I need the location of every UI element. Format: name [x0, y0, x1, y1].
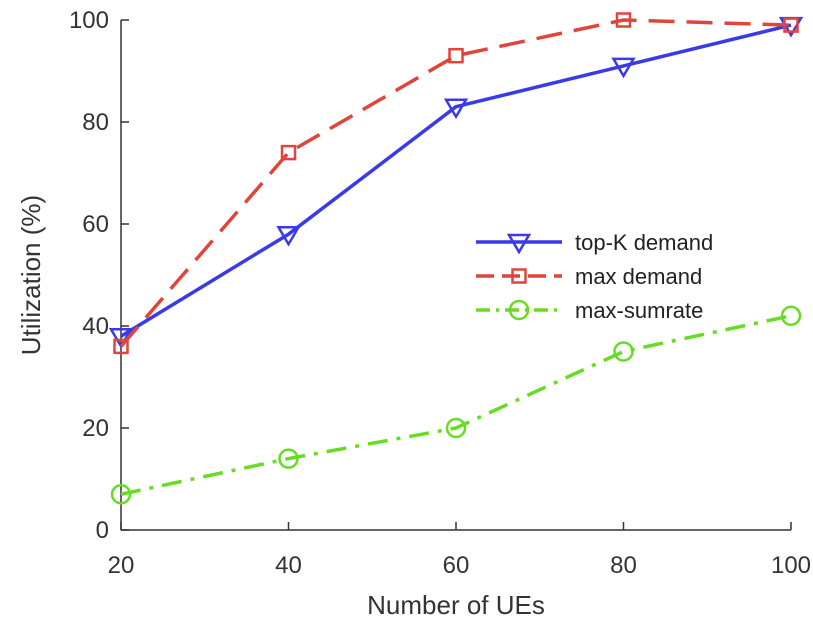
data-point: [783, 17, 799, 33]
legend-marker: [508, 299, 530, 321]
y-tick-label: 40: [82, 313, 109, 340]
legend-entry: max demand: [476, 264, 702, 289]
series-layer: [108, 12, 804, 505]
data-point: [280, 144, 297, 161]
legend-entry: max-sumrate: [476, 298, 703, 323]
x-tick-label: 80: [610, 552, 637, 579]
x-tick-label: 100: [771, 552, 811, 579]
series-line: [120, 314, 792, 497]
data-point: [443, 98, 469, 120]
legend-marker: [511, 268, 527, 284]
data-point: [278, 448, 299, 469]
series-line: [120, 23, 792, 338]
y-axis-label: Utilization (%): [16, 195, 46, 355]
y-tick-label: 60: [82, 211, 109, 238]
series-line: [119, 18, 792, 348]
data-point: [780, 305, 802, 327]
legend-marker: [506, 233, 532, 255]
data-point: [448, 47, 464, 64]
data-point: [110, 484, 132, 505]
y-tick-label: 20: [82, 415, 109, 442]
y-tick-label: 80: [82, 109, 109, 136]
series-1: [113, 12, 799, 355]
data-point: [613, 341, 634, 362]
data-point: [276, 225, 301, 247]
data-point: [611, 57, 636, 79]
legend-entry: top-K demand: [476, 230, 713, 255]
x-tick-label: 60: [443, 552, 470, 579]
data-point: [108, 327, 134, 349]
legend-label: top-K demand: [575, 230, 713, 255]
data-point: [113, 338, 129, 355]
legend-label: max-sumrate: [575, 298, 703, 323]
legend-label: max demand: [575, 264, 702, 289]
legend: top-K demand max demand max-sumrate: [476, 230, 713, 323]
series-0: [108, 16, 804, 349]
series-2: [110, 305, 802, 505]
data-point: [445, 417, 467, 439]
y-tick-label: 100: [69, 7, 109, 34]
y-tick-label: 0: [96, 517, 109, 544]
x-tick-label: 40: [275, 552, 302, 579]
ticks: 0 20 40 60 80 100 20 40 60 80 100: [69, 7, 811, 579]
data-point: [615, 12, 632, 28]
x-axis-label: Number of UEs: [367, 590, 545, 620]
x-tick-label: 20: [108, 552, 135, 579]
